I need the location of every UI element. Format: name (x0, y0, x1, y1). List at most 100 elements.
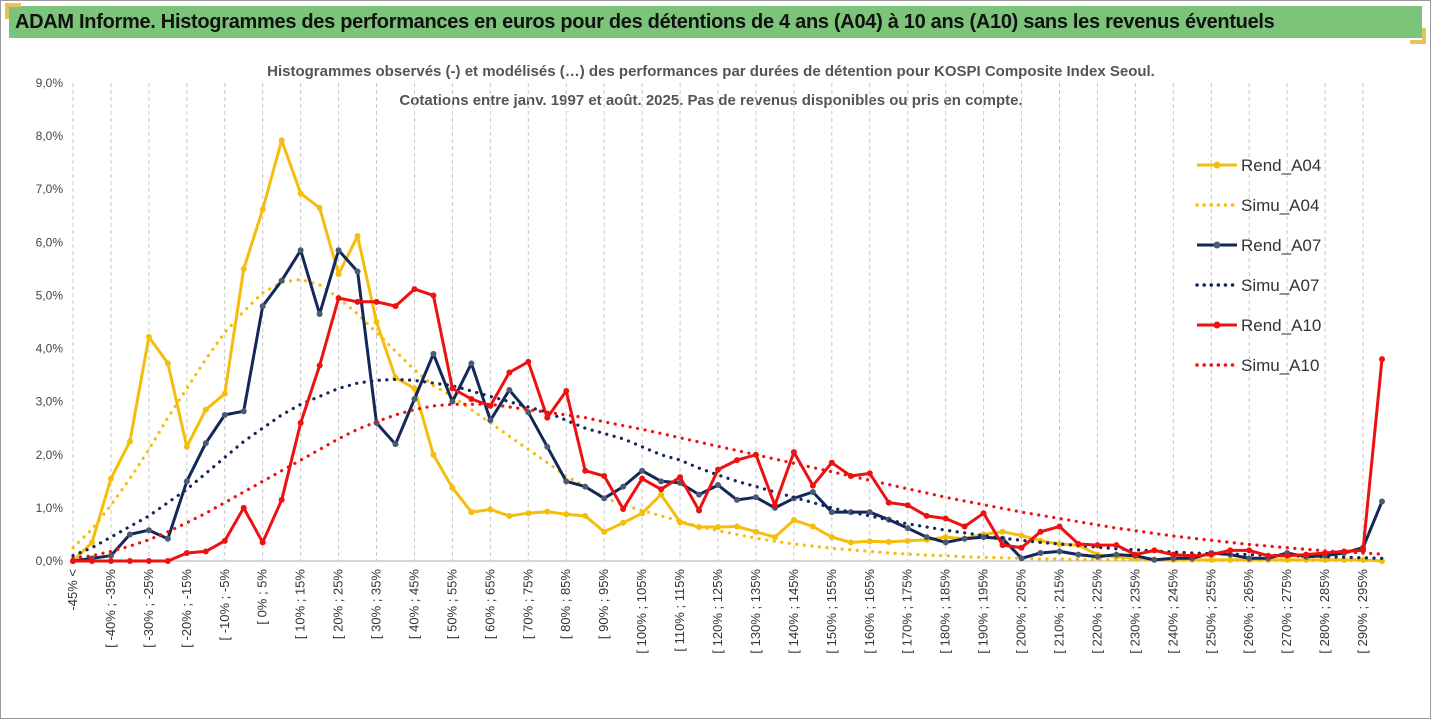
data-point (240, 504, 247, 511)
title-banner: ADAM Informe. Histogrammes des performan… (9, 6, 1422, 38)
legend-label: Simu_A04 (1241, 196, 1319, 215)
data-point (544, 508, 551, 515)
data-point (1018, 555, 1025, 562)
x-tick-label: [ 90% ; 95% (596, 569, 611, 640)
x-tick-label: [ -10% ; -5% (217, 569, 232, 641)
data-point (733, 496, 740, 503)
data-point (715, 482, 722, 489)
series-Simu_A10 (71, 402, 1384, 560)
data-point (1151, 556, 1158, 563)
data-point (1018, 544, 1025, 551)
chart-subtitle-line-1: Histogrammes observés (-) et modélisés (… (267, 63, 1155, 80)
x-tick-label: [ 260% ; 265% (1241, 569, 1256, 654)
data-point (715, 466, 722, 473)
data-point (183, 478, 190, 485)
y-tick-label: 6,0% (36, 235, 64, 249)
data-point (601, 528, 608, 535)
data-point (411, 286, 418, 293)
data-point (639, 475, 646, 482)
data-point (544, 414, 551, 421)
data-point (506, 369, 513, 376)
data-point (620, 519, 627, 526)
data-point (771, 534, 778, 541)
x-tick-label: [ 270% ; 275% (1279, 569, 1294, 654)
data-point (297, 247, 304, 254)
data-point (278, 137, 285, 144)
data-point (1360, 547, 1367, 554)
data-point (221, 537, 228, 544)
data-point (506, 386, 513, 393)
data-point (88, 558, 95, 564)
y-tick-label: 2,0% (36, 448, 64, 462)
data-point (392, 441, 399, 448)
data-point (468, 396, 475, 403)
data-point (828, 509, 835, 516)
data-point (164, 558, 171, 564)
x-tick-label: [ 30% ; 35% (369, 569, 384, 640)
data-point (240, 265, 247, 272)
data-point (1113, 551, 1120, 558)
data-point (601, 495, 608, 502)
data-point (885, 538, 892, 545)
x-tick-label: [ 210% ; 215% (1051, 569, 1066, 654)
data-point (1094, 542, 1101, 549)
data-point (449, 484, 456, 491)
data-point (1322, 556, 1329, 563)
data-point (1113, 542, 1120, 549)
x-tick-label: [ 230% ; 235% (1127, 569, 1142, 654)
data-point (525, 409, 532, 416)
data-point (942, 515, 949, 522)
data-point (430, 451, 437, 458)
data-point (449, 385, 456, 392)
data-point (107, 552, 114, 559)
legend: Rend_A04 Simu_A04 Rend_A07 Simu_A07 Rend_A10… (1195, 156, 1321, 375)
data-point (771, 502, 778, 509)
x-tick-label: [ -40% ; -35% (103, 569, 118, 648)
legend-label: Rend_A10 (1241, 316, 1321, 335)
corner-mark (5, 3, 21, 7)
series-Simu_A07 (71, 377, 1384, 560)
data-point (904, 502, 911, 509)
x-tick-label: [ -20% ; -15% (179, 569, 194, 648)
legend-marker (1213, 241, 1221, 249)
data-point (904, 537, 911, 544)
page-title: ADAM Informe. Histogrammes des performan… (15, 11, 1275, 33)
legend-label: Simu_A10 (1241, 356, 1319, 375)
data-point (1056, 523, 1063, 530)
data-point (354, 298, 361, 305)
data-point (1341, 548, 1348, 555)
data-point (183, 443, 190, 450)
x-tick-label: [ 10% ; 15% (293, 569, 308, 640)
x-tick-label: -45% < (65, 569, 80, 611)
data-point (1037, 550, 1044, 557)
x-tick-label: [ 170% ; 175% (900, 569, 915, 654)
data-point (1151, 547, 1158, 554)
data-point (278, 496, 285, 503)
x-tick-label: [ 150% ; 155% (824, 569, 839, 654)
data-point (563, 511, 570, 518)
data-point (411, 385, 418, 392)
data-point (715, 524, 722, 531)
x-tick-label: [ 100% ; 105% (634, 569, 649, 654)
data-point (809, 488, 816, 495)
data-point (316, 311, 323, 318)
data-point (847, 539, 854, 546)
data-point (164, 535, 171, 542)
data-point (752, 494, 759, 501)
data-point (677, 474, 684, 481)
series-Simu_A04 (71, 277, 1384, 563)
y-tick-label: 5,0% (36, 288, 64, 302)
data-point (1056, 541, 1063, 548)
data-point (658, 486, 665, 493)
data-point (221, 390, 228, 397)
data-point (126, 531, 133, 538)
legend-label: Rend_A04 (1241, 156, 1321, 175)
data-point (335, 247, 342, 254)
data-point (88, 539, 95, 546)
data-point (1246, 547, 1253, 554)
data-point (259, 539, 266, 546)
data-point (145, 527, 152, 534)
chart-subtitle-line-2: Cotations entre janv. 1997 et août. 2025… (399, 92, 1022, 109)
